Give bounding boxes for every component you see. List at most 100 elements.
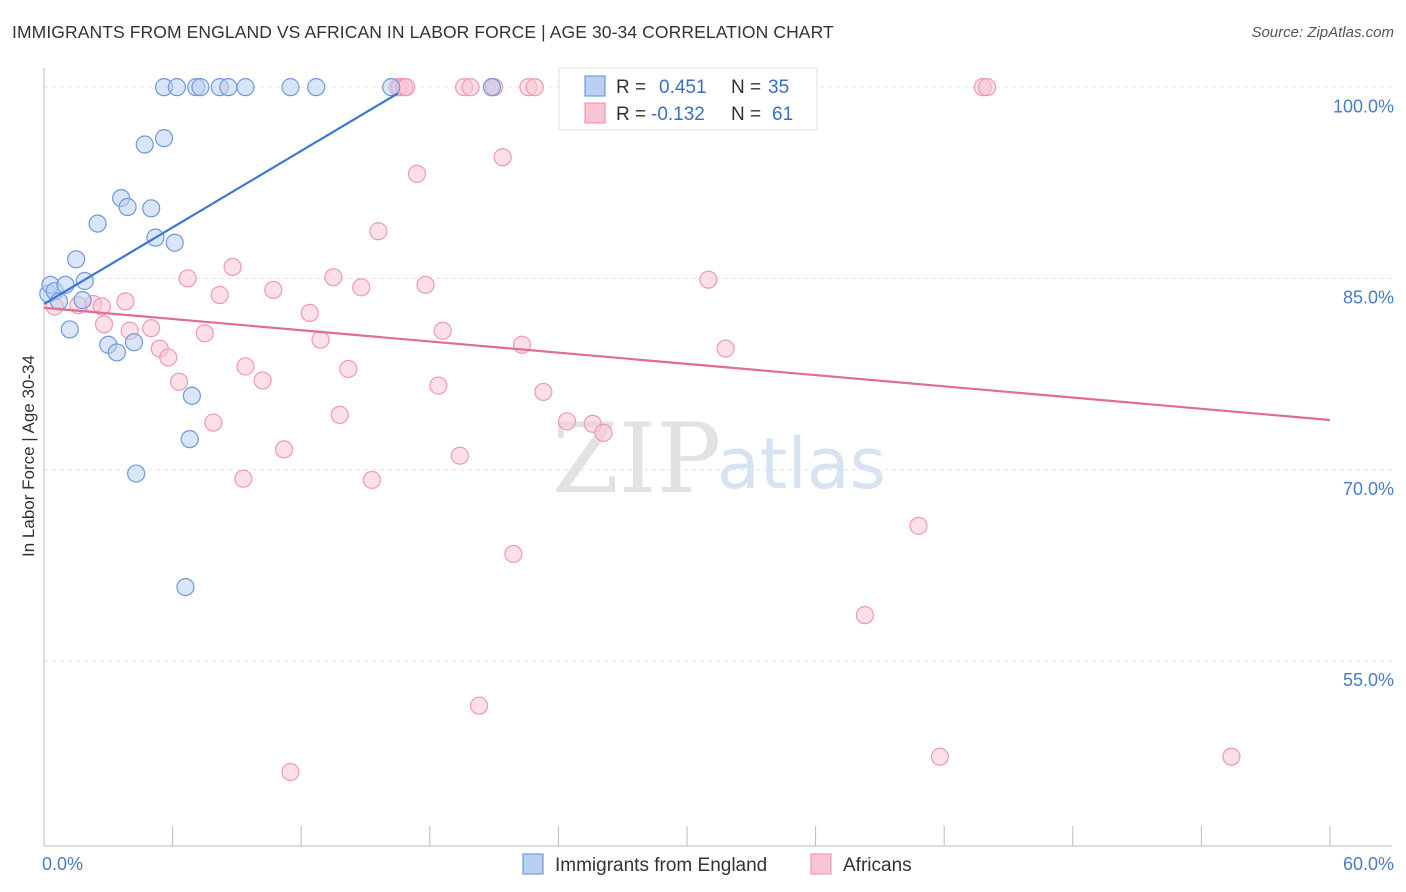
africans-point xyxy=(94,315,114,334)
africans-point xyxy=(416,275,435,294)
england-point xyxy=(182,386,201,405)
watermark-zip: ZIP xyxy=(552,403,721,515)
africans-point xyxy=(169,372,189,391)
africans-point xyxy=(407,164,427,183)
africans-point xyxy=(429,376,448,395)
legend-swatch-africans-bottom xyxy=(810,853,832,875)
africans-point xyxy=(450,446,469,465)
y-tick-label: 100.0% xyxy=(1333,96,1394,116)
england-trend-line xyxy=(43,92,399,305)
africans-point xyxy=(557,412,577,431)
source-label: Source: ZipAtlas.com xyxy=(1251,24,1394,41)
africans-point xyxy=(253,371,272,390)
africans-point xyxy=(159,348,178,367)
africans-point xyxy=(330,405,349,425)
england-point xyxy=(281,78,300,97)
legend-r-value-africans: -0.132 xyxy=(651,104,705,125)
y-tick-labels: 100.0% 85.0% 70.0% 55.0% xyxy=(1333,96,1394,690)
x-tick-label: 60.0% xyxy=(1343,854,1394,874)
africans-point xyxy=(594,423,613,442)
watermark-atlas: atlas xyxy=(717,423,886,505)
africans-point xyxy=(274,440,294,459)
x-tick-marks xyxy=(172,826,1331,846)
england-point xyxy=(482,78,502,97)
legend-n-label-africans: N = xyxy=(731,104,761,125)
legend-n-value-england: 35 xyxy=(768,77,789,98)
africans-point xyxy=(362,470,382,490)
england-point xyxy=(60,320,79,339)
africans-point xyxy=(178,269,197,288)
africans-point xyxy=(339,359,358,379)
trend-lines xyxy=(43,92,1331,422)
africans-point xyxy=(699,270,718,289)
england-point xyxy=(88,214,107,233)
africans-point xyxy=(234,469,253,488)
legend-r-label-africans: R = xyxy=(616,104,646,125)
africans-point xyxy=(369,222,388,241)
africans-point xyxy=(433,321,452,340)
africans-point xyxy=(493,148,512,167)
correlation-legend: R = 0.451 N = 35 R = -0.132 N = 61 xyxy=(558,67,818,131)
africans-point xyxy=(223,257,242,277)
africans-point xyxy=(324,268,343,287)
england-point xyxy=(176,577,195,597)
series-legend: Immigrants from England Africans xyxy=(522,853,912,876)
chart-title: IMMIGRANTS FROM ENGLAND VS AFRICAN IN LA… xyxy=(12,22,834,42)
y-tick-label: 70.0% xyxy=(1343,479,1394,499)
africans-point xyxy=(204,413,223,432)
legend-label-england: Immigrants from England xyxy=(555,855,767,876)
africans-point xyxy=(281,762,300,782)
legend-r-value-england: 0.451 xyxy=(659,77,707,98)
england-point xyxy=(191,78,210,97)
legend-swatch-africans xyxy=(584,102,606,124)
england-point xyxy=(154,129,174,148)
africans-point xyxy=(855,606,874,625)
x-tick-label: 0.0% xyxy=(42,854,83,874)
africans-point xyxy=(210,285,229,305)
africans-trend-line xyxy=(43,306,1331,422)
england-point xyxy=(107,343,126,362)
africans-point xyxy=(909,516,928,535)
x-tick-labels: 0.0% 60.0% xyxy=(42,854,1394,874)
africans-point xyxy=(352,278,371,297)
england-points xyxy=(39,78,502,597)
africans-point xyxy=(504,544,523,564)
y-tick-label: 55.0% xyxy=(1343,670,1394,690)
england-point xyxy=(236,78,255,97)
africans-point xyxy=(116,292,135,311)
africans-point xyxy=(461,78,480,97)
england-point xyxy=(67,250,86,269)
africans-point xyxy=(92,297,111,316)
england-point xyxy=(135,135,154,154)
england-point xyxy=(307,78,326,97)
africans-point xyxy=(469,696,489,715)
africans-point xyxy=(195,324,214,343)
africans-point xyxy=(311,330,330,349)
africans-point xyxy=(236,357,255,376)
africans-point xyxy=(264,280,283,300)
england-point xyxy=(180,430,199,449)
africans-point xyxy=(525,78,544,97)
england-point xyxy=(142,199,161,218)
england-point xyxy=(127,464,146,483)
england-point xyxy=(124,333,144,352)
england-point xyxy=(118,197,137,217)
africans-point xyxy=(930,747,950,766)
england-point xyxy=(165,233,184,252)
legend-n-label-england: N = xyxy=(731,77,761,98)
england-point xyxy=(167,78,186,97)
england-point xyxy=(219,78,238,97)
legend-swatch-england xyxy=(584,75,606,97)
africans-point xyxy=(534,382,553,402)
legend-r-label-england: R = xyxy=(616,77,646,98)
africans-point xyxy=(716,339,735,358)
africans-point xyxy=(977,78,997,97)
england-point xyxy=(382,78,401,97)
england-point xyxy=(73,291,92,310)
y-tick-label: 85.0% xyxy=(1343,288,1394,308)
africans-point xyxy=(300,303,319,322)
y-axis-label: In Labor Force | Age 30-34 xyxy=(19,355,38,557)
legend-label-africans: Africans xyxy=(843,855,912,876)
africans-point xyxy=(1222,747,1241,766)
